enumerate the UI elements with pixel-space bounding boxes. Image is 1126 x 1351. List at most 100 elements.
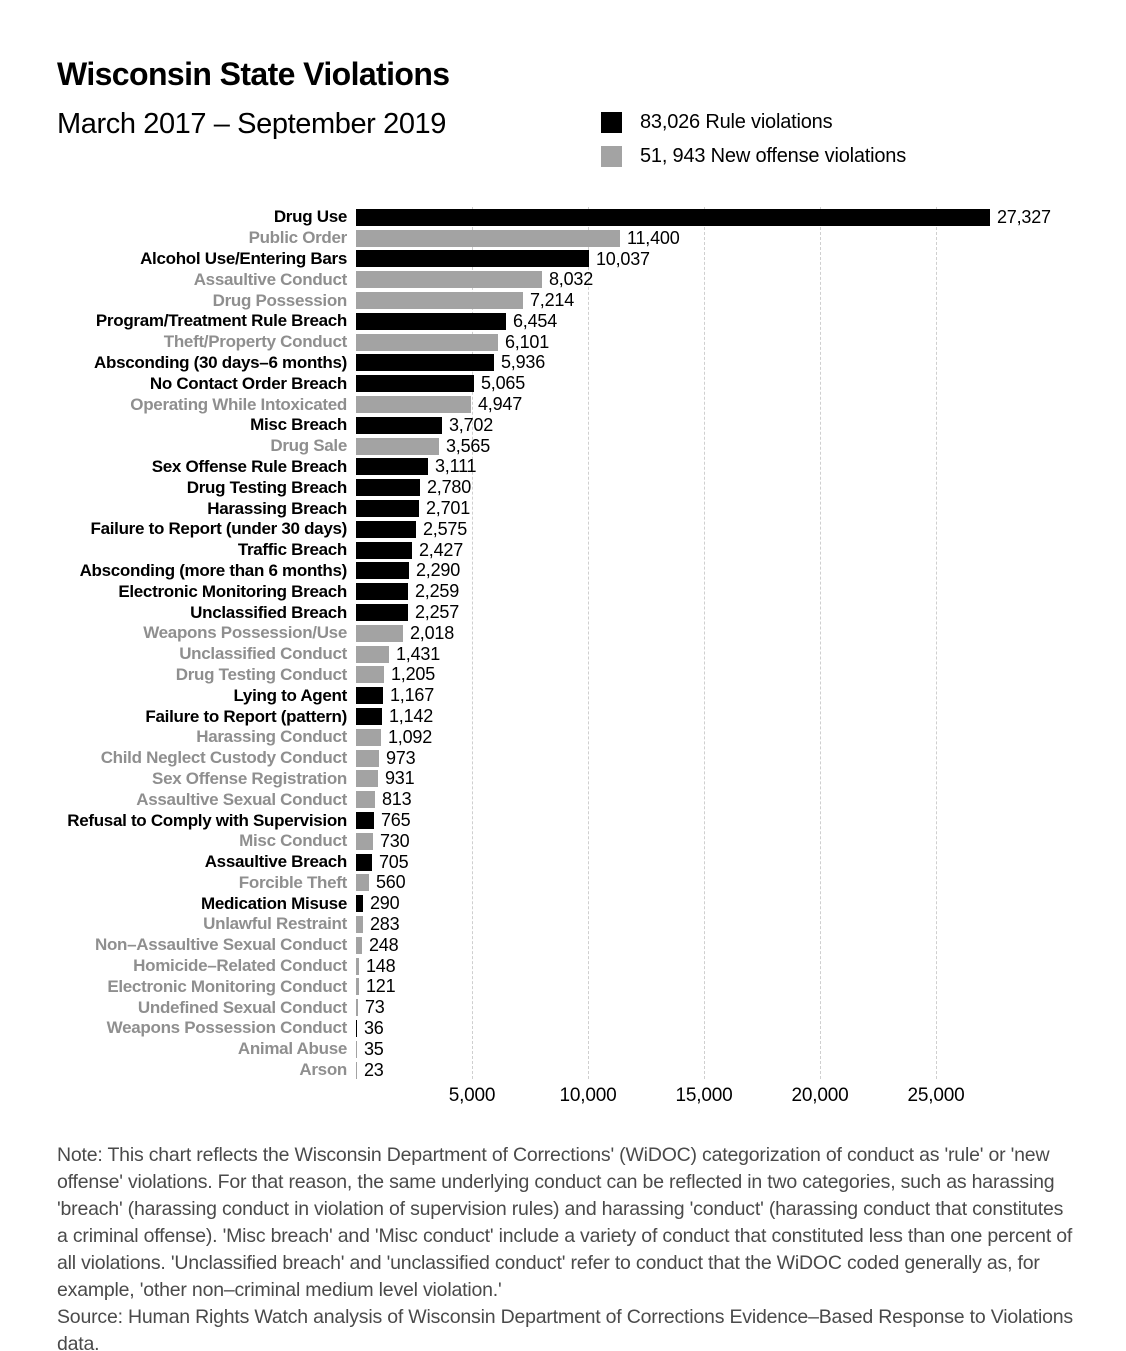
- bar: [356, 1040, 357, 1058]
- chart-row: Failure to Report (pattern) 1,142: [0, 706, 1126, 727]
- chart-row: Harassing Conduct 1,092: [0, 727, 1126, 748]
- bar: [356, 229, 620, 247]
- value-label: 765: [381, 810, 411, 831]
- category-label: Drug Testing Conduct: [175, 664, 348, 684]
- value-label: 2,701: [426, 498, 471, 519]
- bar: [356, 832, 373, 850]
- chart-row: Weapons Possession Conduct 36: [0, 1018, 1126, 1039]
- chart-row: Drug Testing Conduct 1,205: [0, 664, 1126, 686]
- value-label: 560: [376, 872, 406, 893]
- category-label: Drug Possession: [212, 290, 348, 310]
- bar: [356, 271, 542, 289]
- category-label: Electronic Monitoring Conduct: [107, 976, 347, 996]
- bar: [356, 333, 498, 351]
- category-label: Assaultive Breach: [204, 852, 348, 872]
- chart-rows: Drug Use 27,327 Public Order 11,400 Alcohol …: [0, 207, 1126, 1080]
- bar: [356, 791, 375, 809]
- category-label: Absconding (30 days–6 months): [94, 352, 347, 372]
- category-label: Arson: [299, 1060, 347, 1080]
- chart-row: Absconding (30 days–6 months) 5,936: [0, 352, 1126, 374]
- chart-row: Unlawful Restraint 283: [0, 914, 1126, 935]
- chart-row: Operating While Intoxicated 4,947: [0, 394, 1126, 415]
- category-label: Child Neglect Custody Conduct: [100, 748, 348, 768]
- category-label: Misc Breach: [250, 415, 347, 435]
- value-label: 730: [380, 830, 410, 851]
- gridline: [820, 207, 821, 1079]
- category-label: Traffic Breach: [237, 540, 347, 560]
- chart-row: Harassing Breach 2,701: [0, 498, 1126, 519]
- x-axis-tick-label: 15,000: [675, 1085, 733, 1106]
- chart-row: Failure to Report (under 30 days) 2,575: [0, 519, 1126, 540]
- bar: [356, 666, 384, 684]
- category-label: Electronic Monitoring Breach: [118, 581, 347, 601]
- chart-row: Unclassified Conduct 1,431: [0, 644, 1126, 665]
- gridline-layer: [356, 207, 1006, 1079]
- value-label: 27,327: [997, 206, 1051, 227]
- value-label: 5,065: [481, 373, 526, 394]
- value-label: 10,037: [596, 248, 650, 269]
- category-label: Medication Misuse: [200, 893, 347, 913]
- gridline: [936, 207, 937, 1079]
- bar: [356, 292, 523, 310]
- value-label: 813: [382, 789, 412, 810]
- rule-violations-swatch-icon: [601, 111, 622, 133]
- value-label: 1,092: [388, 726, 433, 747]
- bar: [356, 583, 408, 601]
- bar: [356, 250, 589, 268]
- category-label: Unlawful Restraint: [203, 914, 347, 934]
- category-label: Assaultive Sexual Conduct: [136, 789, 347, 809]
- chart-row: Homicide–Related Conduct 148: [0, 956, 1126, 977]
- category-label: Unclassified Conduct: [179, 644, 347, 664]
- bar: [356, 978, 359, 996]
- bar: [356, 853, 372, 871]
- value-label: 1,167: [390, 685, 435, 706]
- chart-row: Electronic Monitoring Breach 2,259: [0, 581, 1126, 602]
- chart-row: Drug Testing Breach 2,780: [0, 477, 1126, 498]
- bar: [356, 541, 412, 559]
- category-label: Sex Offense Rule Breach: [151, 456, 348, 476]
- chart-row: Misc Conduct 730: [0, 831, 1126, 852]
- chart-row: Assaultive Sexual Conduct 813: [0, 789, 1126, 810]
- value-label: 705: [379, 851, 409, 872]
- bar-chart: Drug Use 27,327 Public Order 11,400 Alcohol …: [0, 207, 1126, 1106]
- x-axis-tick-label: 25,000: [907, 1085, 965, 1106]
- category-label: Weapons Possession/Use: [143, 623, 347, 643]
- chart-row: Program/Treatment Rule Breach 6,454: [0, 311, 1126, 332]
- chart-row: Forcible Theft 560: [0, 872, 1126, 894]
- chart-row: Refusal to Comply with Supervision 765: [0, 810, 1126, 831]
- bar: [356, 562, 409, 580]
- value-label: 121: [366, 976, 396, 997]
- bar: [356, 1061, 357, 1079]
- chart-row: Absconding (more than 6 months) 2,290: [0, 560, 1126, 582]
- value-label: 35: [364, 1038, 384, 1059]
- bar: [356, 375, 474, 393]
- value-label: 290: [370, 893, 400, 914]
- bar: [356, 874, 369, 892]
- category-label: Drug Sale: [270, 436, 347, 456]
- category-label: Refusal to Comply with Supervision: [67, 810, 347, 830]
- chart-row: Sex Offense Rule Breach 3,111: [0, 456, 1126, 478]
- legend-item-new-offense-violations: 51, 943 New offense violations: [601, 145, 906, 167]
- bar: [356, 604, 408, 622]
- bar: [356, 479, 420, 497]
- category-label: Program/Treatment Rule Breach: [95, 311, 347, 331]
- category-label: Alcohol Use/Entering Bars: [140, 248, 347, 268]
- value-label: 2,018: [410, 622, 455, 643]
- bar: [356, 812, 374, 829]
- bar: [356, 520, 416, 538]
- legend-item-rule-violations: 83,026 Rule violations: [601, 111, 906, 133]
- category-label: Harassing Breach: [207, 498, 347, 518]
- chart-row: Traffic Breach 2,427: [0, 540, 1126, 561]
- value-label: 23: [364, 1059, 384, 1080]
- value-label: 6,101: [505, 331, 550, 352]
- category-label: Unclassified Breach: [190, 602, 347, 622]
- value-label: 1,142: [389, 706, 434, 727]
- chart-row: Assaultive Conduct 8,032: [0, 269, 1126, 290]
- value-label: 8,032: [549, 269, 594, 290]
- gridline: [472, 207, 473, 1079]
- bar: [356, 687, 383, 705]
- chart-row: Drug Possession 7,214: [0, 290, 1126, 311]
- bar: [356, 895, 363, 913]
- bar: [356, 936, 362, 954]
